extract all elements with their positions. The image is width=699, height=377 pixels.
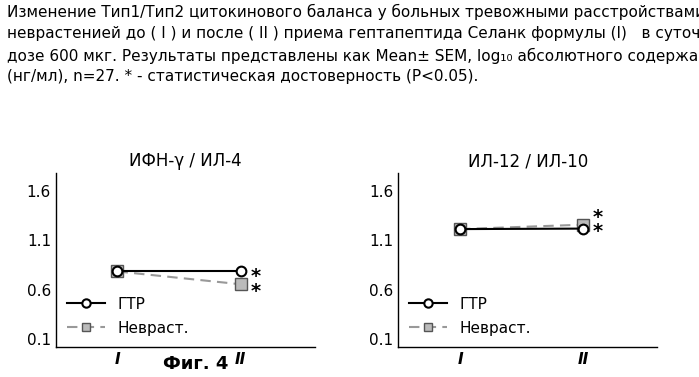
Text: дозе 600 мкг. Результаты представлены как Mean± SEM, log₁₀ абсолютного содержани: дозе 600 мкг. Результаты представлены ка… bbox=[7, 48, 699, 64]
Text: *: * bbox=[593, 222, 603, 241]
Legend: ГТР, Невраст.: ГТР, Невраст. bbox=[64, 294, 192, 339]
Text: *: * bbox=[250, 282, 261, 301]
Text: *: * bbox=[250, 267, 261, 287]
Legend: ГТР, Невраст.: ГТР, Невраст. bbox=[406, 294, 534, 339]
Title: ИЛ-12 / ИЛ-10: ИЛ-12 / ИЛ-10 bbox=[468, 152, 588, 170]
Text: *: * bbox=[593, 208, 603, 227]
Text: Фиг. 4: Фиг. 4 bbox=[163, 355, 229, 373]
Text: Изменение Тип1/Тип2 цитокинового баланса у больных тревожными расстройствами и: Изменение Тип1/Тип2 цитокинового баланса… bbox=[7, 4, 699, 20]
Title: ИФН-γ / ИЛ-4: ИФН-γ / ИЛ-4 bbox=[129, 152, 242, 170]
Text: (нг/мл), n=27. * - статистическая достоверность (P<0.05).: (нг/мл), n=27. * - статистическая достов… bbox=[7, 69, 478, 84]
Text: неврастенией до ( I ) и после ( II ) приема гептапептида Селанк формулы (I)   в : неврастенией до ( I ) и после ( II ) при… bbox=[7, 26, 699, 41]
